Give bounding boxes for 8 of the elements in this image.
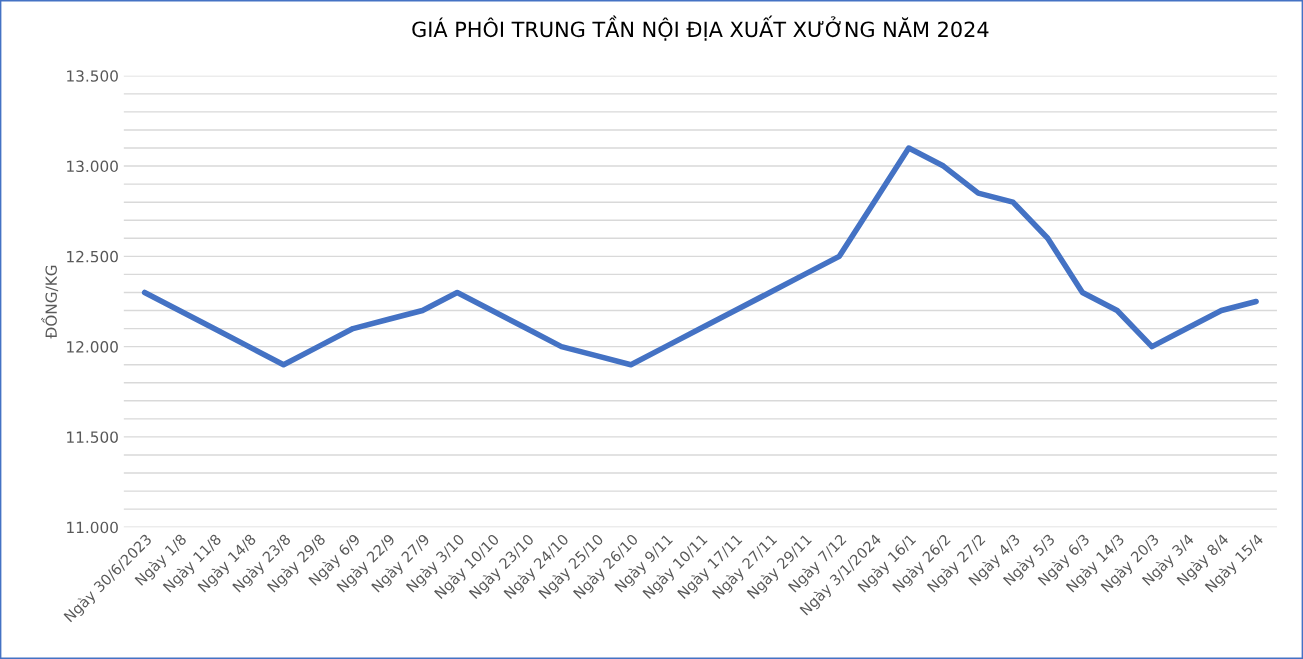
y-axis-title: ĐỒNG/KG [41, 265, 59, 339]
y-tick-label: 11.000 [67, 521, 118, 534]
y-tick-label: 12.000 [67, 341, 118, 353]
y-tick-label: 13.500 [67, 70, 118, 82]
y-tick-label: 11.500 [67, 431, 118, 443]
chart-title: GIÁ PHÔI TRUNG TẦN NỘI ĐỊA XUẤT XƯỞNG NĂM 2024 [412, 15, 989, 41]
y-tick-label: 12.500 [67, 250, 118, 263]
y-tick-label: 13.000 [67, 160, 118, 173]
